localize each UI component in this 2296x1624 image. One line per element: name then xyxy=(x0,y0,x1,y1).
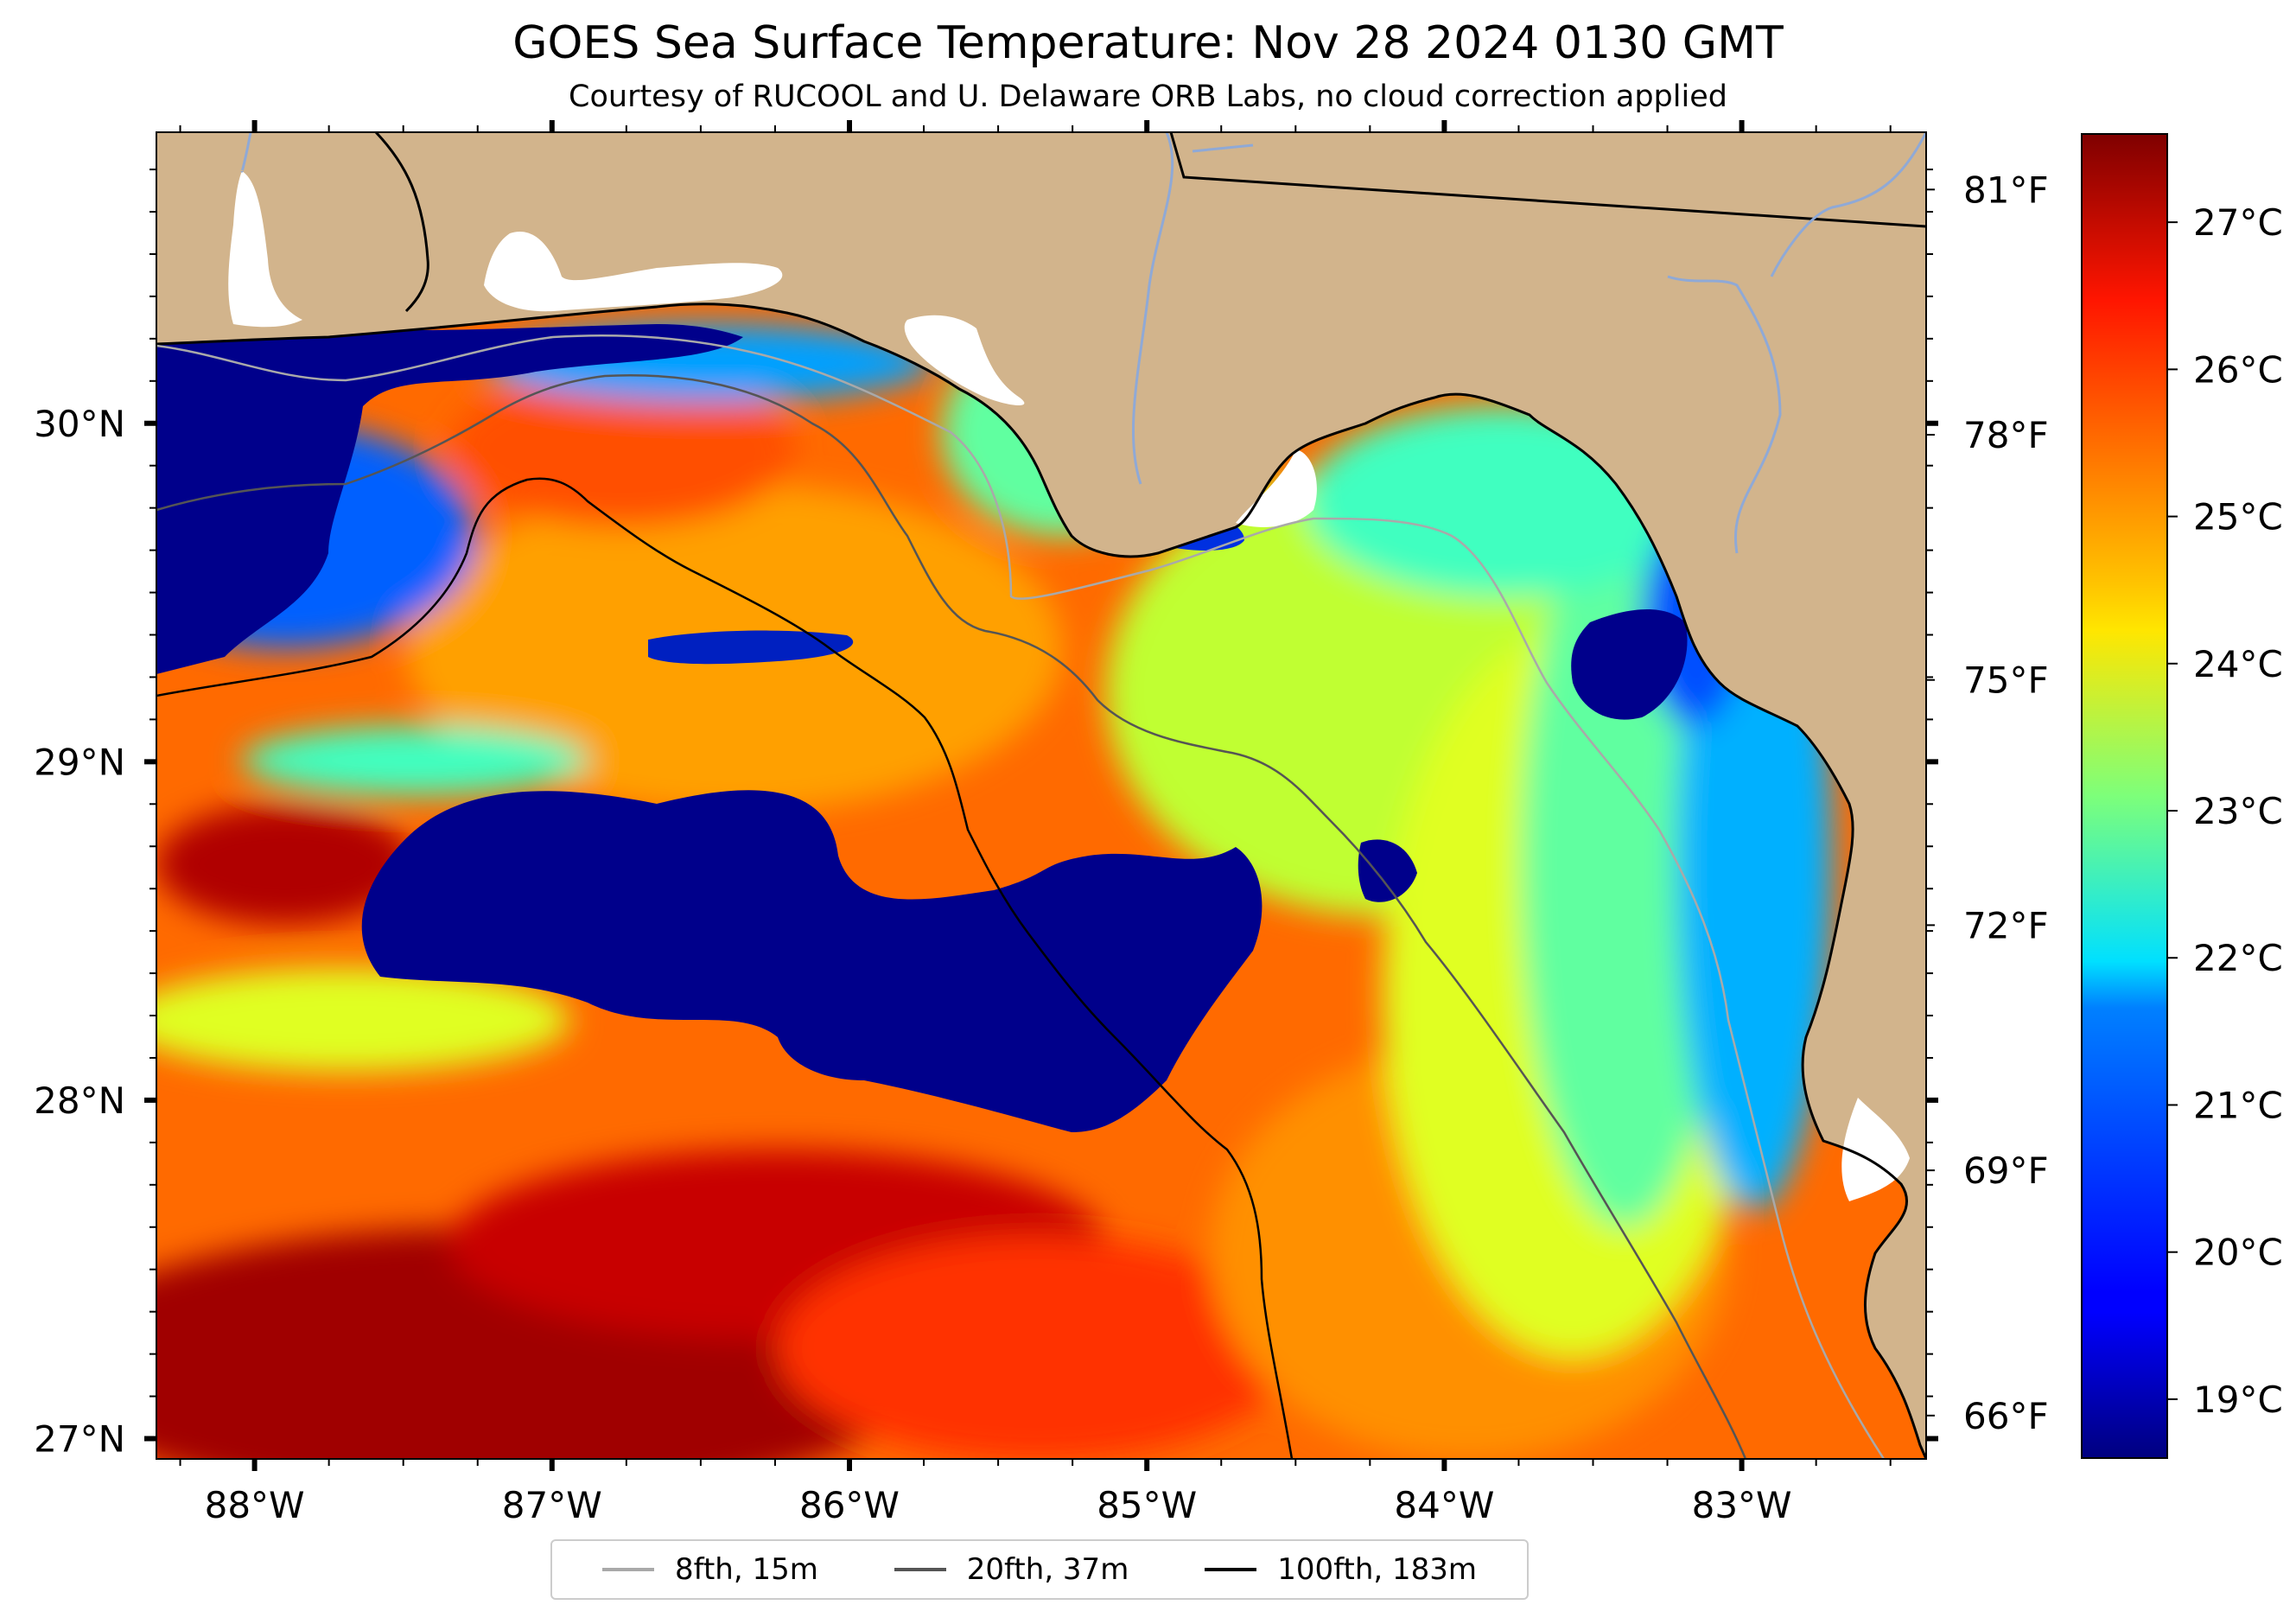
contour-100fth xyxy=(156,477,1294,1459)
lon-tick-label: 86°W xyxy=(799,1484,900,1526)
colorbar-tick-label: 21°C xyxy=(2193,1084,2283,1126)
lon-tick-label: 83°W xyxy=(1692,1484,1792,1526)
map-area xyxy=(156,132,1926,1459)
lon-tick-label: 87°W xyxy=(502,1484,602,1526)
choctawhatchee-bay xyxy=(904,315,1025,406)
state-border xyxy=(1169,132,1926,228)
colorbar-tick-label: 25°C xyxy=(2193,496,2283,538)
colorbar-tick-label: 19°C xyxy=(2193,1379,2283,1421)
legend-swatch-20fth xyxy=(894,1568,946,1571)
coastline xyxy=(156,303,1926,1459)
chart-title: GOES Sea Surface Temperature: Nov 28 202… xyxy=(512,17,1784,69)
state-border-west xyxy=(374,132,429,313)
lon-tick-label: 84°W xyxy=(1394,1484,1494,1526)
colorbar-axis: 27°C 26°C 25°C 24°C 23°C 22°C 21°C 20°C 19°C xyxy=(2167,201,2283,1421)
contour-8fth xyxy=(156,334,1886,1459)
legend-label-8fth: 8fth, 15m xyxy=(674,1552,818,1587)
longitude-axis: 88°W 87°W 86°W 85°W 84°W 83°W xyxy=(179,120,1892,1526)
fahrenheit-tick-label: 75°F xyxy=(1963,659,2049,702)
fahrenheit-tick-label: 78°F xyxy=(1963,414,2049,456)
lon-tick-label: 88°W xyxy=(205,1484,305,1526)
contour-20fth xyxy=(156,374,1747,1459)
land-mass xyxy=(156,132,1926,1459)
lat-tick-label: 28°N xyxy=(34,1079,125,1122)
colorbar-tick-label: 24°C xyxy=(2193,643,2283,685)
lat-tick-label: 30°N xyxy=(34,403,125,445)
fahrenheit-axis: 81°F 78°F 75°F 72°F 69°F 66°F xyxy=(1926,169,2049,1437)
chart-subtitle: Courtesy of RUCOOL and U. Delaware ORB L… xyxy=(569,80,1727,114)
fahrenheit-tick-label: 81°F xyxy=(1963,169,2049,211)
legend-item-100fth: 100fth, 183m xyxy=(1205,1552,1477,1587)
colorbar-tick-label: 23°C xyxy=(2193,790,2283,832)
legend-swatch-100fth xyxy=(1205,1568,1257,1571)
cold-pools xyxy=(156,320,1688,1132)
colorbar xyxy=(2081,133,2168,1459)
legend-item-20fth: 20fth, 37m xyxy=(894,1552,1129,1587)
colorbar-tick-label: 27°C xyxy=(2193,201,2283,244)
legend-item-8fth: 8fth, 15m xyxy=(601,1552,818,1587)
apalachicola-bay xyxy=(1236,449,1317,527)
colorbar-tick-label: 20°C xyxy=(2193,1232,2283,1274)
legend-label-20fth: 20fth, 37m xyxy=(966,1552,1129,1587)
fahrenheit-tick-label: 72°F xyxy=(1963,904,2049,946)
fahrenheit-tick-label: 69°F xyxy=(1963,1150,2049,1192)
contour-legend: 8fth, 15m 20fth, 37m 100fth, 183m xyxy=(550,1539,1529,1600)
colorbar-tick-label: 22°C xyxy=(2193,937,2283,979)
colorbar-tick-label: 26°C xyxy=(2193,348,2283,391)
latitude-axis: 30°N 29°N 28°N 27°N xyxy=(34,169,1938,1461)
map-frame xyxy=(156,131,1927,1460)
fahrenheit-tick-label: 66°F xyxy=(1963,1395,2049,1437)
lat-tick-label: 29°N xyxy=(34,741,125,783)
pensacola-bay xyxy=(484,232,783,312)
lat-tick-label: 27°N xyxy=(34,1418,125,1461)
mobile-bay xyxy=(228,171,302,328)
rivers xyxy=(240,132,1926,554)
lon-tick-label: 85°W xyxy=(1097,1484,1197,1526)
legend-swatch-8fth xyxy=(601,1568,654,1571)
legend-label-100fth: 100fth, 183m xyxy=(1277,1552,1478,1587)
